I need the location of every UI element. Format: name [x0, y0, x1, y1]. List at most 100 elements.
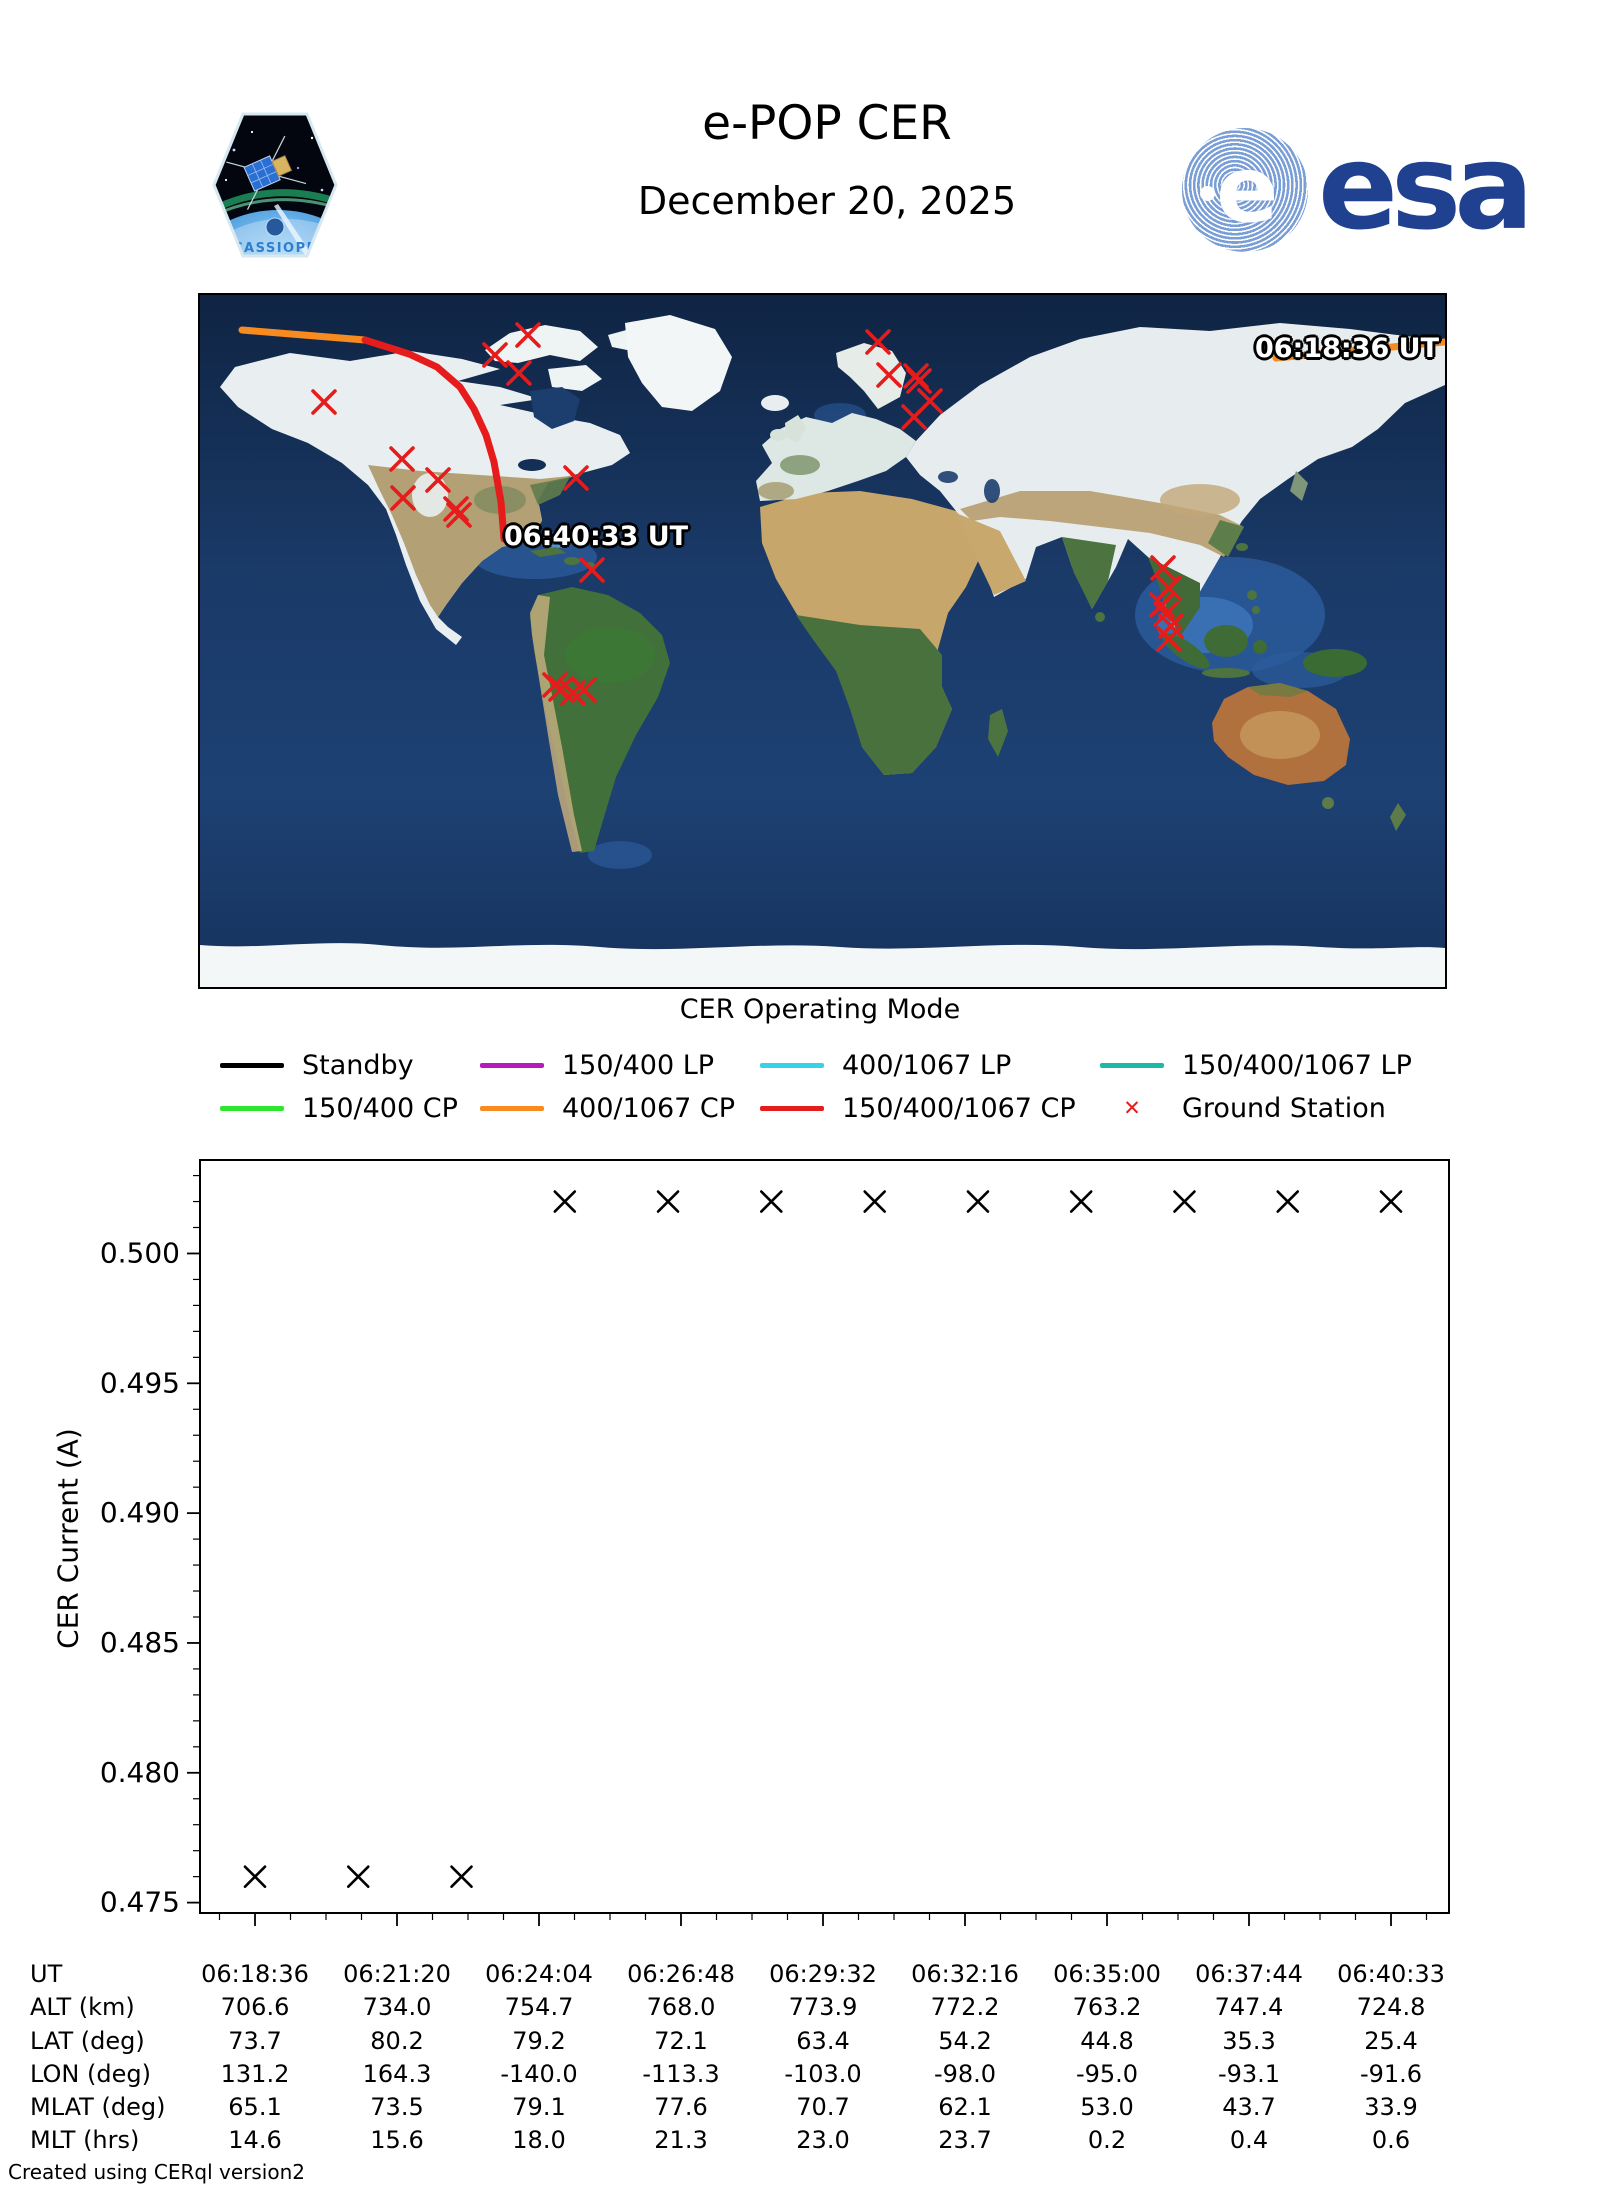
ground-station-marker [901, 404, 927, 430]
table-cell: 724.8 [1356, 1993, 1426, 2021]
y-tick-label: 0.480 [100, 1756, 180, 1789]
y-tick-label: 0.475 [100, 1886, 180, 1919]
table-cell: 164.3 [362, 2060, 432, 2088]
cassiope-patch-art: CASSIOPE [212, 112, 338, 258]
table-row-header: ALT (km) [30, 1993, 135, 2021]
table-cell: 734.0 [362, 1993, 432, 2021]
cassiope-mission-patch: CASSIOPE [212, 110, 338, 260]
legend-item: 150/400 LP [480, 1050, 760, 1081]
table-cell: 79.1 [512, 2093, 566, 2121]
table-cell: 73.5 [370, 2093, 424, 2121]
table-cell: 80.2 [370, 2027, 424, 2055]
antarctica [200, 943, 1445, 987]
table-row-header: UT [30, 1960, 63, 1988]
legend-line-swatch [220, 1106, 284, 1111]
legend-line-swatch [760, 1106, 824, 1111]
table-cell: 53.0 [1080, 2093, 1134, 2121]
ground-station-marker [389, 446, 415, 472]
world-map: 06:18:36 UT 06:40:33 UT [198, 293, 1447, 989]
table-cell: 43.7 [1222, 2093, 1276, 2121]
footer-credit: Created using CERql version2 [8, 2160, 305, 2184]
y-tick-label: 0.495 [100, 1366, 180, 1399]
world-map-canvas [200, 295, 1445, 987]
data-point-marker [656, 1190, 680, 1213]
legend-title: CER Operating Mode [679, 994, 961, 1025]
table-cell: -98.0 [933, 2060, 997, 2088]
legend-item-label: Standby [302, 1050, 414, 1081]
data-point-marker [450, 1865, 473, 1888]
orbit-track-segment [1272, 338, 1445, 362]
ground-station-marker [1150, 555, 1176, 581]
ground-station-marker [443, 496, 469, 522]
legend-item: 400/1067 LP [760, 1050, 1100, 1081]
table-cell: 15.6 [370, 2126, 424, 2154]
plot-frame [199, 1159, 1450, 1914]
esa-logo: e esa [1182, 118, 1534, 258]
data-point-marker [1069, 1190, 1093, 1213]
legend-item: Standby [220, 1050, 480, 1081]
cer-current-plot: 0.475 0.480 0.485 0.490 0.495 0.500 [40, 1155, 1460, 1935]
table-cell: 62.1 [938, 2093, 992, 2121]
table-cell: 06:37:44 [1195, 1960, 1303, 1988]
table-cell: 772.2 [930, 1993, 1000, 2021]
ground-station-marker [571, 677, 597, 703]
table-row-header: LAT (deg) [30, 2027, 145, 2055]
orbit-track-segment [238, 326, 369, 344]
ground-station-marker [482, 342, 508, 368]
esa-globe-dot [1200, 186, 1215, 201]
table-row-header: LON (deg) [30, 2060, 151, 2088]
y-axis-label: CER Current (A) [51, 1428, 85, 1649]
table-row-header: MLAT (deg) [30, 2093, 166, 2121]
table-cell: 131.2 [220, 2060, 290, 2088]
table-cell: -91.6 [1359, 2060, 1423, 2088]
table-cell: -93.1 [1217, 2060, 1281, 2088]
esa-wordmark: esa [1318, 118, 1534, 256]
ground-station-marker [311, 389, 337, 415]
table-cell: -140.0 [500, 2060, 578, 2088]
table-cell: 73.7 [228, 2027, 282, 2055]
legend-line-swatch [480, 1063, 544, 1068]
esa-globe-icon: e [1182, 128, 1308, 252]
table-cell: 23.7 [938, 2126, 992, 2154]
ground-station-marker [425, 467, 451, 493]
table-cell: 768.0 [646, 1993, 716, 2021]
legend-item-label: 150/400/1067 CP [842, 1093, 1076, 1124]
page-title: e-POP CER [702, 96, 952, 151]
track-start-time-label: 06:18:36 UT [1254, 333, 1439, 364]
ground-station-marker [1156, 575, 1182, 601]
data-point-marker [346, 1865, 370, 1888]
ground-station-marker [446, 502, 472, 528]
cer-current-plot-canvas: 0.475 0.480 0.485 0.490 0.495 0.500 [100, 1159, 1450, 1926]
track-end-time-label: 06:40:33 UT [504, 521, 689, 552]
data-point-marker [1173, 1190, 1196, 1213]
table-cell: 18.0 [512, 2126, 566, 2154]
greenland [625, 315, 732, 411]
table-cell: 06:35:00 [1053, 1960, 1161, 1988]
ground-station-marker [515, 322, 541, 348]
ground-station-marker [506, 360, 532, 386]
ground-station-marker [876, 362, 902, 388]
table-cell: 0.6 [1371, 2126, 1411, 2154]
table-cell: 33.9 [1364, 2093, 1418, 2121]
legend-item-label: 400/1067 LP [842, 1050, 1012, 1081]
y-tick-label: 0.485 [100, 1626, 180, 1659]
ephemeris-table: UT 06:18:36 06:21:20 06:24:04 06:26:48 06:29:… [0, 1940, 1600, 2170]
table-cell: 763.2 [1072, 1993, 1142, 2021]
table-cell: 63.4 [796, 2027, 850, 2055]
table-cell: 06:29:32 [769, 1960, 877, 1988]
data-point-marker [1379, 1190, 1403, 1213]
legend-item-label: 400/1067 CP [562, 1093, 736, 1124]
table-cell: 06:26:48 [627, 1960, 735, 1988]
table-cell: 54.2 [938, 2027, 992, 2055]
data-point-marker [863, 1190, 886, 1213]
legend-item: 150/400 CP [220, 1093, 480, 1124]
legend-item: 150/400/1067 CP [760, 1093, 1100, 1124]
table-cell: 72.1 [654, 2027, 708, 2055]
table-cell: 0.2 [1087, 2126, 1127, 2154]
table-cell: 23.0 [796, 2126, 850, 2154]
table-cell: 70.7 [796, 2093, 850, 2121]
ground-station-marker [1156, 626, 1182, 652]
table-cell: -103.0 [784, 2060, 862, 2088]
table-cell: 65.1 [228, 2093, 282, 2121]
data-point-marker [243, 1865, 267, 1888]
